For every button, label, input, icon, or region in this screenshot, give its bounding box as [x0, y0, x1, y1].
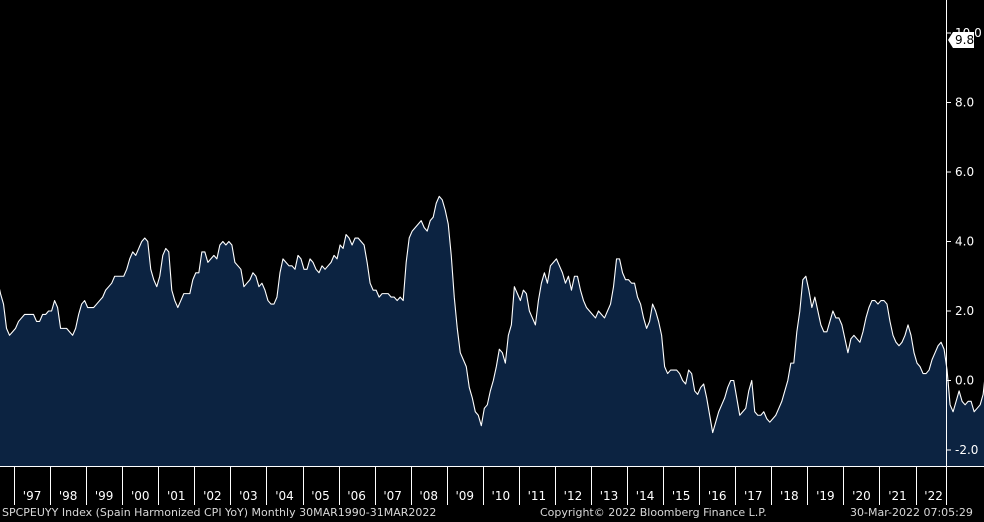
last-value-label: 9.8 [955, 33, 974, 47]
last-value-box [948, 31, 974, 48]
x-tick-label: '21 [888, 489, 907, 503]
footer-timestamp: 30-Mar-2022 07:05:29 [850, 506, 973, 519]
x-tick-label: '04 [275, 489, 294, 503]
x-tick-label: '12 [564, 489, 583, 503]
cpi-chart: -2.00.02.04.06.08.010.09.8'97'98'99'00'0… [0, 0, 984, 505]
cpi-line [0, 195, 984, 434]
x-tick-label: '05 [311, 489, 330, 503]
x-tick-label: '99 [95, 489, 114, 503]
x-tick-label: '14 [636, 489, 655, 503]
x-tick-label: '13 [600, 489, 619, 503]
x-tick-label: '00 [131, 489, 150, 503]
x-tick-label: '97 [23, 489, 42, 503]
y-tick-label: -2.0 [955, 443, 978, 457]
x-tick-label: '10 [492, 489, 511, 503]
x-tick-label: '11 [528, 489, 547, 503]
chart-footer: SPCPEUYY Index (Spain Harmonized CPI YoY… [0, 505, 984, 522]
x-tick-label: '20 [852, 489, 871, 503]
x-tick-label: '22 [924, 489, 943, 503]
x-tick-label: '15 [672, 489, 691, 503]
axis-layer: -2.00.02.04.06.08.010.09.8'97'98'99'00'0… [0, 0, 984, 505]
y-tick-label: 2.0 [955, 304, 974, 318]
x-tick-label: '03 [239, 489, 258, 503]
x-tick-label: '07 [383, 489, 402, 503]
y-tick-label: 4.0 [955, 235, 974, 249]
x-tick-label: '18 [780, 489, 799, 503]
cpi-area [0, 196, 984, 466]
footer-source: SPCPEUYY Index (Spain Harmonized CPI YoY… [2, 506, 437, 519]
x-tick-label: '19 [816, 489, 835, 503]
x-tick-label: '02 [203, 489, 222, 503]
y-tick-label: 8.0 [955, 96, 974, 110]
y-tick-label: 0.0 [955, 374, 974, 388]
plot-layer [0, 195, 984, 466]
x-tick-label: '09 [455, 489, 474, 503]
footer-copyright: Copyright© 2022 Bloomberg Finance L.P. [540, 506, 767, 519]
y-tick-label: 6.0 [955, 165, 974, 179]
x-tick-label: '06 [347, 489, 366, 503]
x-tick-label: '98 [59, 489, 78, 503]
x-tick-label: '01 [167, 489, 186, 503]
x-tick-label: '16 [708, 489, 727, 503]
x-tick-label: '17 [744, 489, 763, 503]
x-tick-label: '08 [419, 489, 438, 503]
